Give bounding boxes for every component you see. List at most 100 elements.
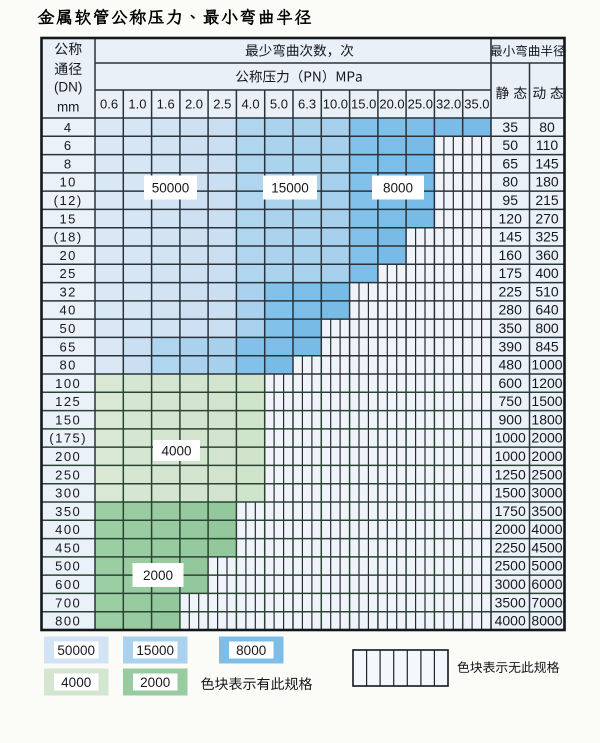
svg-text:510: 510 (535, 283, 559, 299)
svg-text:2000: 2000 (140, 675, 170, 690)
svg-text:2000: 2000 (143, 568, 173, 583)
svg-text:160: 160 (499, 247, 523, 263)
svg-text:15.0: 15.0 (351, 97, 376, 112)
svg-text:325: 325 (535, 229, 559, 245)
svg-text:480: 480 (499, 357, 523, 373)
svg-text:1800: 1800 (531, 411, 562, 427)
svg-text:32.0: 32.0 (436, 97, 461, 112)
svg-text:750: 750 (499, 393, 523, 409)
svg-text:350: 350 (499, 320, 523, 336)
svg-text:1200: 1200 (531, 375, 562, 391)
svg-text:65: 65 (59, 339, 76, 354)
svg-text:1750: 1750 (495, 503, 526, 519)
svg-text:50: 50 (59, 321, 76, 336)
svg-text:50000: 50000 (57, 643, 95, 658)
svg-text:145: 145 (535, 155, 559, 171)
svg-text:2.0: 2.0 (185, 97, 203, 112)
svg-text:40: 40 (59, 303, 76, 318)
svg-text:5000: 5000 (531, 558, 562, 574)
svg-text:600: 600 (499, 375, 523, 391)
svg-text:280: 280 (499, 302, 523, 318)
svg-text:800: 800 (55, 614, 81, 629)
svg-text:32: 32 (59, 284, 76, 299)
svg-text:400: 400 (535, 265, 559, 281)
svg-text:110: 110 (536, 137, 559, 153)
svg-text:390: 390 (499, 338, 523, 354)
svg-text:6.3: 6.3 (298, 97, 316, 112)
svg-text:6: 6 (64, 138, 73, 153)
svg-text:845: 845 (535, 338, 559, 354)
svg-text:4000: 4000 (495, 613, 526, 629)
svg-text:8000: 8000 (531, 613, 562, 629)
svg-text:1000: 1000 (531, 357, 562, 373)
svg-text:0.6: 0.6 (100, 97, 118, 112)
svg-text:4500: 4500 (531, 539, 562, 555)
svg-text:3000: 3000 (495, 576, 526, 592)
svg-text:1500: 1500 (495, 485, 526, 501)
svg-text:800: 800 (535, 320, 559, 336)
svg-text:10.0: 10.0 (323, 97, 348, 112)
svg-text:200: 200 (55, 449, 81, 464)
svg-text:360: 360 (535, 247, 559, 263)
svg-text:175: 175 (499, 265, 523, 281)
svg-text:50000: 50000 (152, 180, 190, 195)
svg-text:35.0: 35.0 (464, 97, 489, 112)
svg-text:180: 180 (535, 174, 559, 190)
svg-text:4000: 4000 (531, 521, 562, 537)
svg-text:6000: 6000 (531, 576, 562, 592)
svg-text:(12): (12) (54, 193, 83, 208)
svg-text:215: 215 (535, 192, 559, 208)
svg-text:(DN): (DN) (54, 80, 83, 95)
svg-text:3500: 3500 (495, 594, 526, 610)
svg-text:(18): (18) (54, 230, 83, 245)
svg-text:50: 50 (502, 137, 518, 153)
svg-text:270: 270 (535, 210, 559, 226)
svg-text:5.0: 5.0 (270, 97, 288, 112)
svg-text:1250: 1250 (495, 466, 526, 482)
svg-text:600: 600 (55, 577, 81, 592)
svg-text:700: 700 (55, 595, 81, 610)
svg-text:150: 150 (55, 412, 81, 427)
svg-text:3500: 3500 (531, 503, 562, 519)
svg-text:4000: 4000 (161, 443, 191, 458)
svg-text:4000: 4000 (61, 675, 91, 690)
svg-text:3000: 3000 (531, 485, 562, 501)
svg-text:2.5: 2.5 (213, 97, 231, 112)
svg-text:20.0: 20.0 (379, 97, 404, 112)
svg-text:1000: 1000 (495, 430, 526, 446)
svg-text:300: 300 (55, 486, 81, 501)
svg-text:2000: 2000 (531, 430, 562, 446)
svg-text:500: 500 (55, 559, 81, 574)
svg-text:35: 35 (502, 119, 518, 135)
svg-text:225: 225 (499, 283, 523, 299)
svg-text:350: 350 (55, 504, 81, 519)
svg-text:100: 100 (55, 376, 81, 391)
svg-text:2500: 2500 (495, 558, 526, 574)
svg-text:15000: 15000 (136, 643, 174, 658)
svg-text:8000: 8000 (236, 643, 266, 658)
svg-text:145: 145 (499, 229, 523, 245)
svg-text:125: 125 (55, 394, 81, 409)
svg-text:250: 250 (55, 467, 81, 482)
svg-text:8000: 8000 (383, 180, 413, 195)
svg-text:640: 640 (535, 302, 559, 318)
svg-text:1500: 1500 (531, 393, 562, 409)
svg-text:80: 80 (539, 119, 555, 135)
svg-text:2250: 2250 (495, 539, 526, 555)
svg-text:1000: 1000 (495, 448, 526, 464)
svg-text:95: 95 (502, 192, 518, 208)
svg-text:65: 65 (502, 155, 518, 171)
svg-text:900: 900 (499, 411, 523, 427)
svg-text:4: 4 (64, 120, 73, 135)
svg-text:7000: 7000 (531, 594, 562, 610)
svg-text:400: 400 (55, 522, 81, 537)
svg-text:80: 80 (502, 174, 518, 190)
svg-text:2500: 2500 (531, 466, 562, 482)
svg-text:15: 15 (59, 211, 76, 226)
svg-text:20: 20 (59, 248, 76, 263)
svg-text:80: 80 (59, 358, 76, 373)
svg-text:450: 450 (55, 540, 81, 555)
svg-text:25.0: 25.0 (408, 97, 433, 112)
svg-text:15000: 15000 (271, 180, 309, 195)
svg-text:4.0: 4.0 (242, 97, 260, 112)
